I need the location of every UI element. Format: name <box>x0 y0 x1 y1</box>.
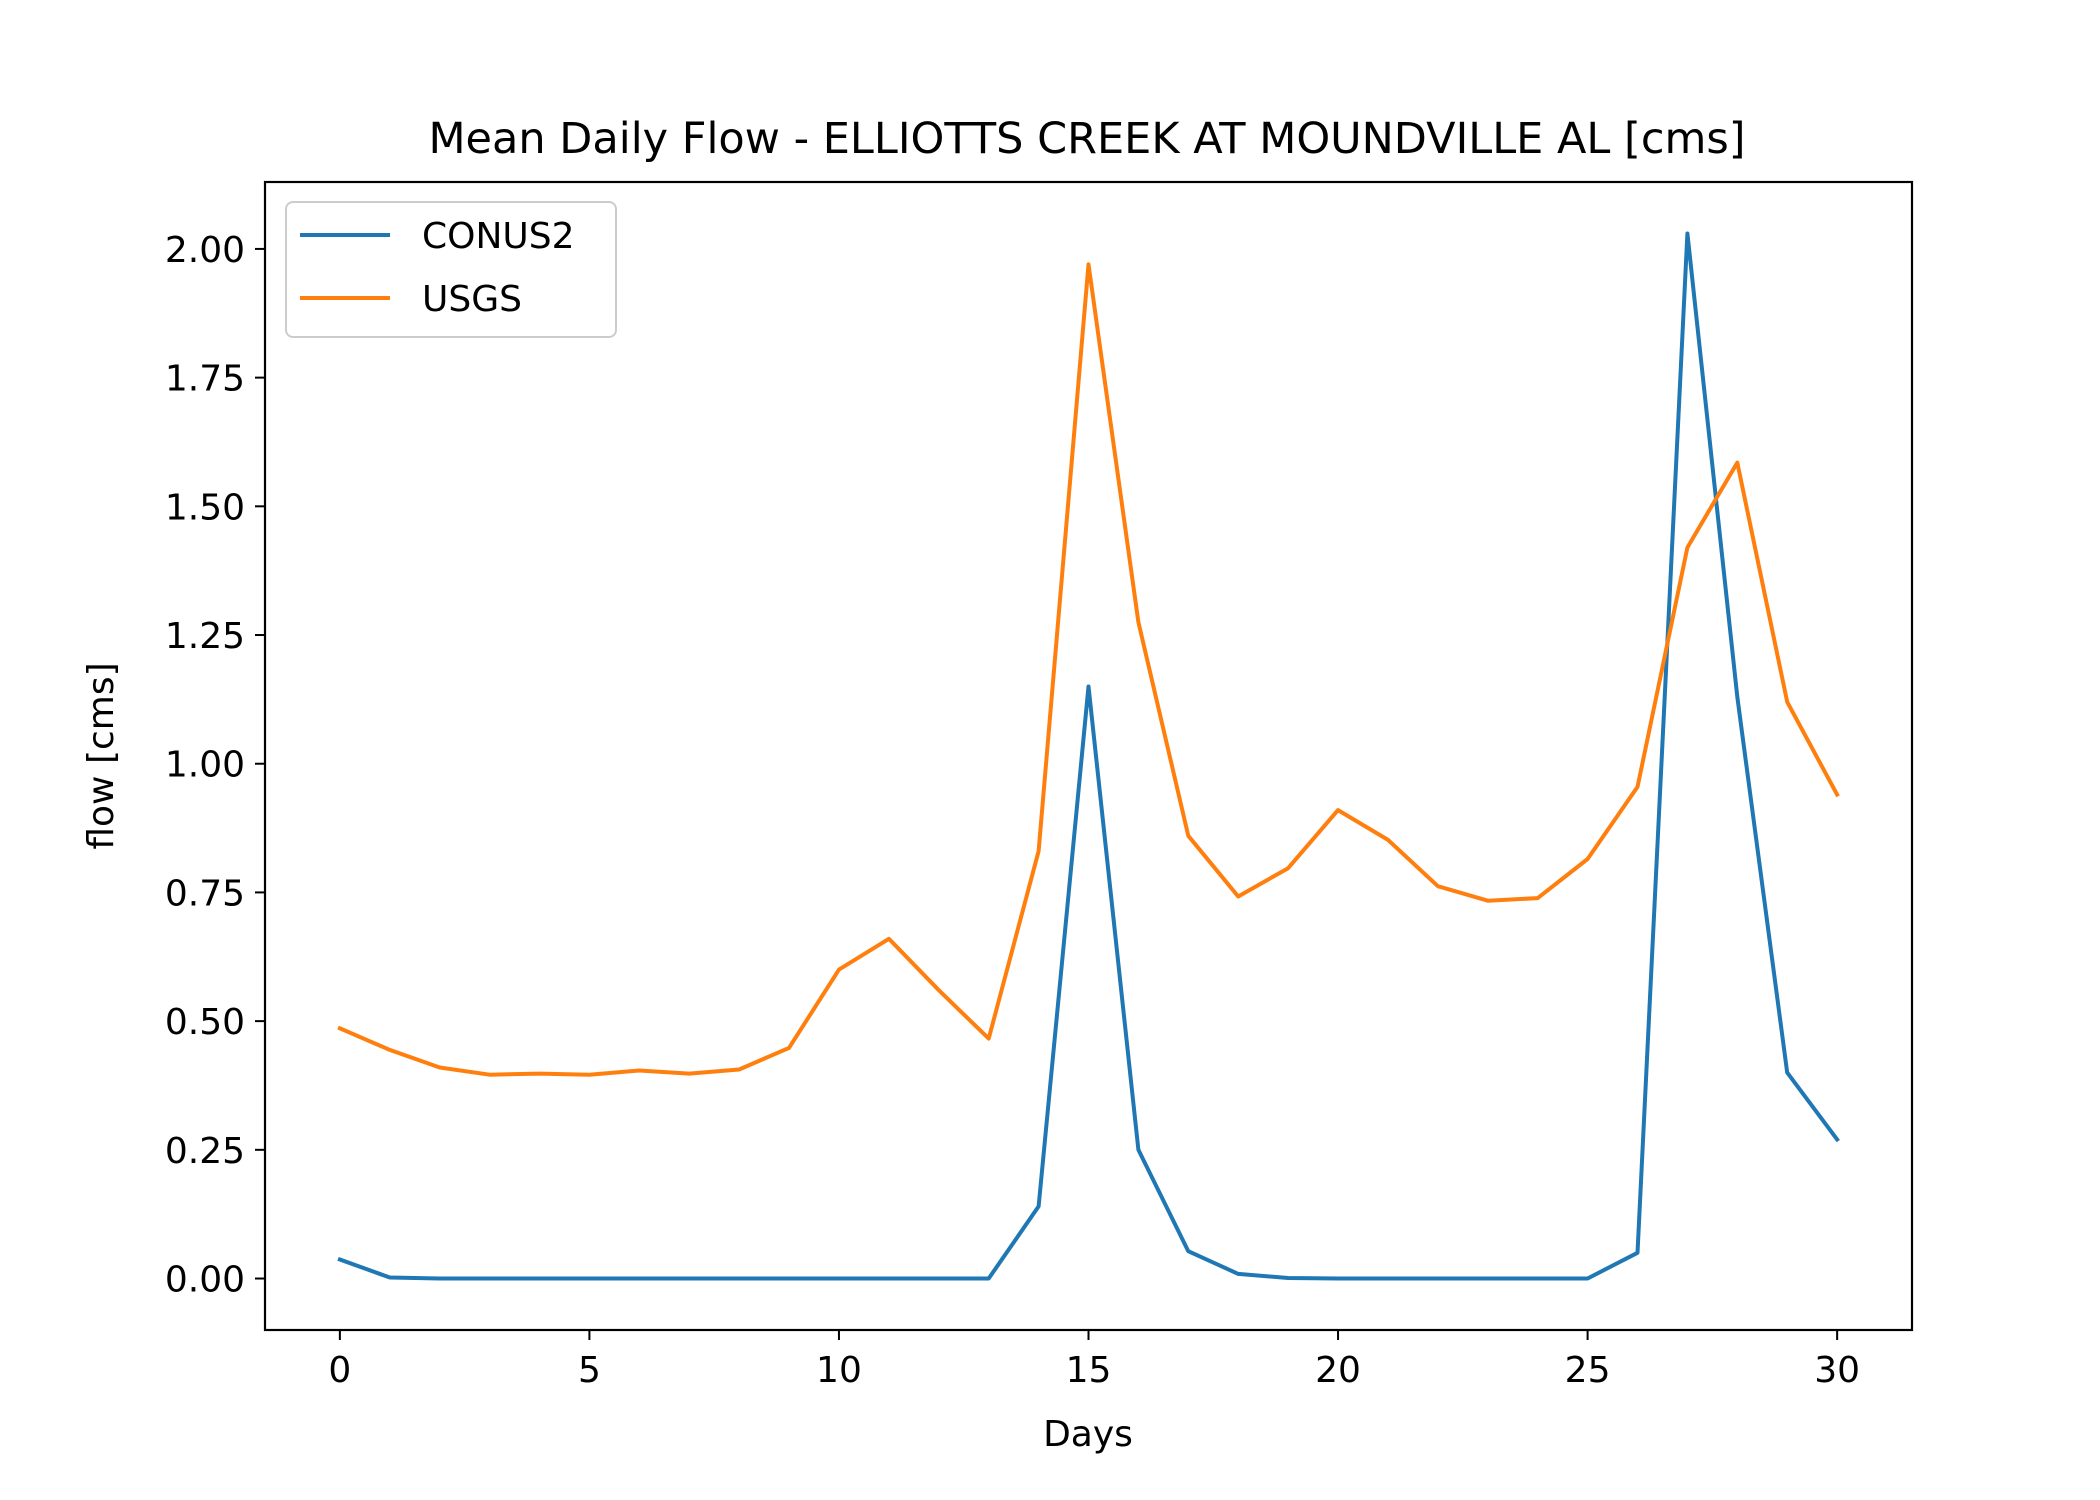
legend-label-conus2: CONUS2 <box>422 216 575 257</box>
legend-label-usgs: USGS <box>422 279 522 320</box>
x-tick-label: 10 <box>816 1350 862 1391</box>
x-tick-label: 20 <box>1315 1350 1361 1391</box>
axes-frame <box>263 180 1914 1332</box>
x-tick-label: 5 <box>578 1350 601 1391</box>
series-line-usgs <box>337 262 1840 1077</box>
x-axis-label: Days <box>1043 1414 1133 1455</box>
y-tick-label: 1.00 <box>165 745 245 786</box>
y-tick-label: 0.25 <box>165 1131 245 1172</box>
y-tick-label: 2.00 <box>165 230 245 271</box>
y-tick-label: 1.75 <box>165 359 245 400</box>
x-tick-label: 0 <box>328 1350 351 1391</box>
legend: CONUS2 USGS <box>285 201 617 338</box>
y-tick-label: 1.50 <box>165 487 245 528</box>
y-tick-label: 0.75 <box>165 873 245 914</box>
chart-title: Mean Daily Flow - ELLIOTTS CREEK AT MOUN… <box>428 114 1745 164</box>
x-tick-label: 30 <box>1814 1350 1860 1391</box>
y-tick-label: 1.25 <box>165 616 245 657</box>
series-line-conus2 <box>337 231 1840 1281</box>
y-tick-label: 0.50 <box>165 1002 245 1043</box>
axis-ticks: 0 5 10 15 20 25 30 0.00 0.25 0.50 0.75 1.00 1.25 1.50… <box>165 230 1860 1391</box>
y-axis-label: flow [cms] <box>81 662 122 849</box>
plot-area <box>337 231 1840 1281</box>
x-tick-label: 15 <box>1066 1350 1112 1391</box>
y-tick-label: 0.00 <box>165 1260 245 1301</box>
x-tick-label: 25 <box>1565 1350 1611 1391</box>
